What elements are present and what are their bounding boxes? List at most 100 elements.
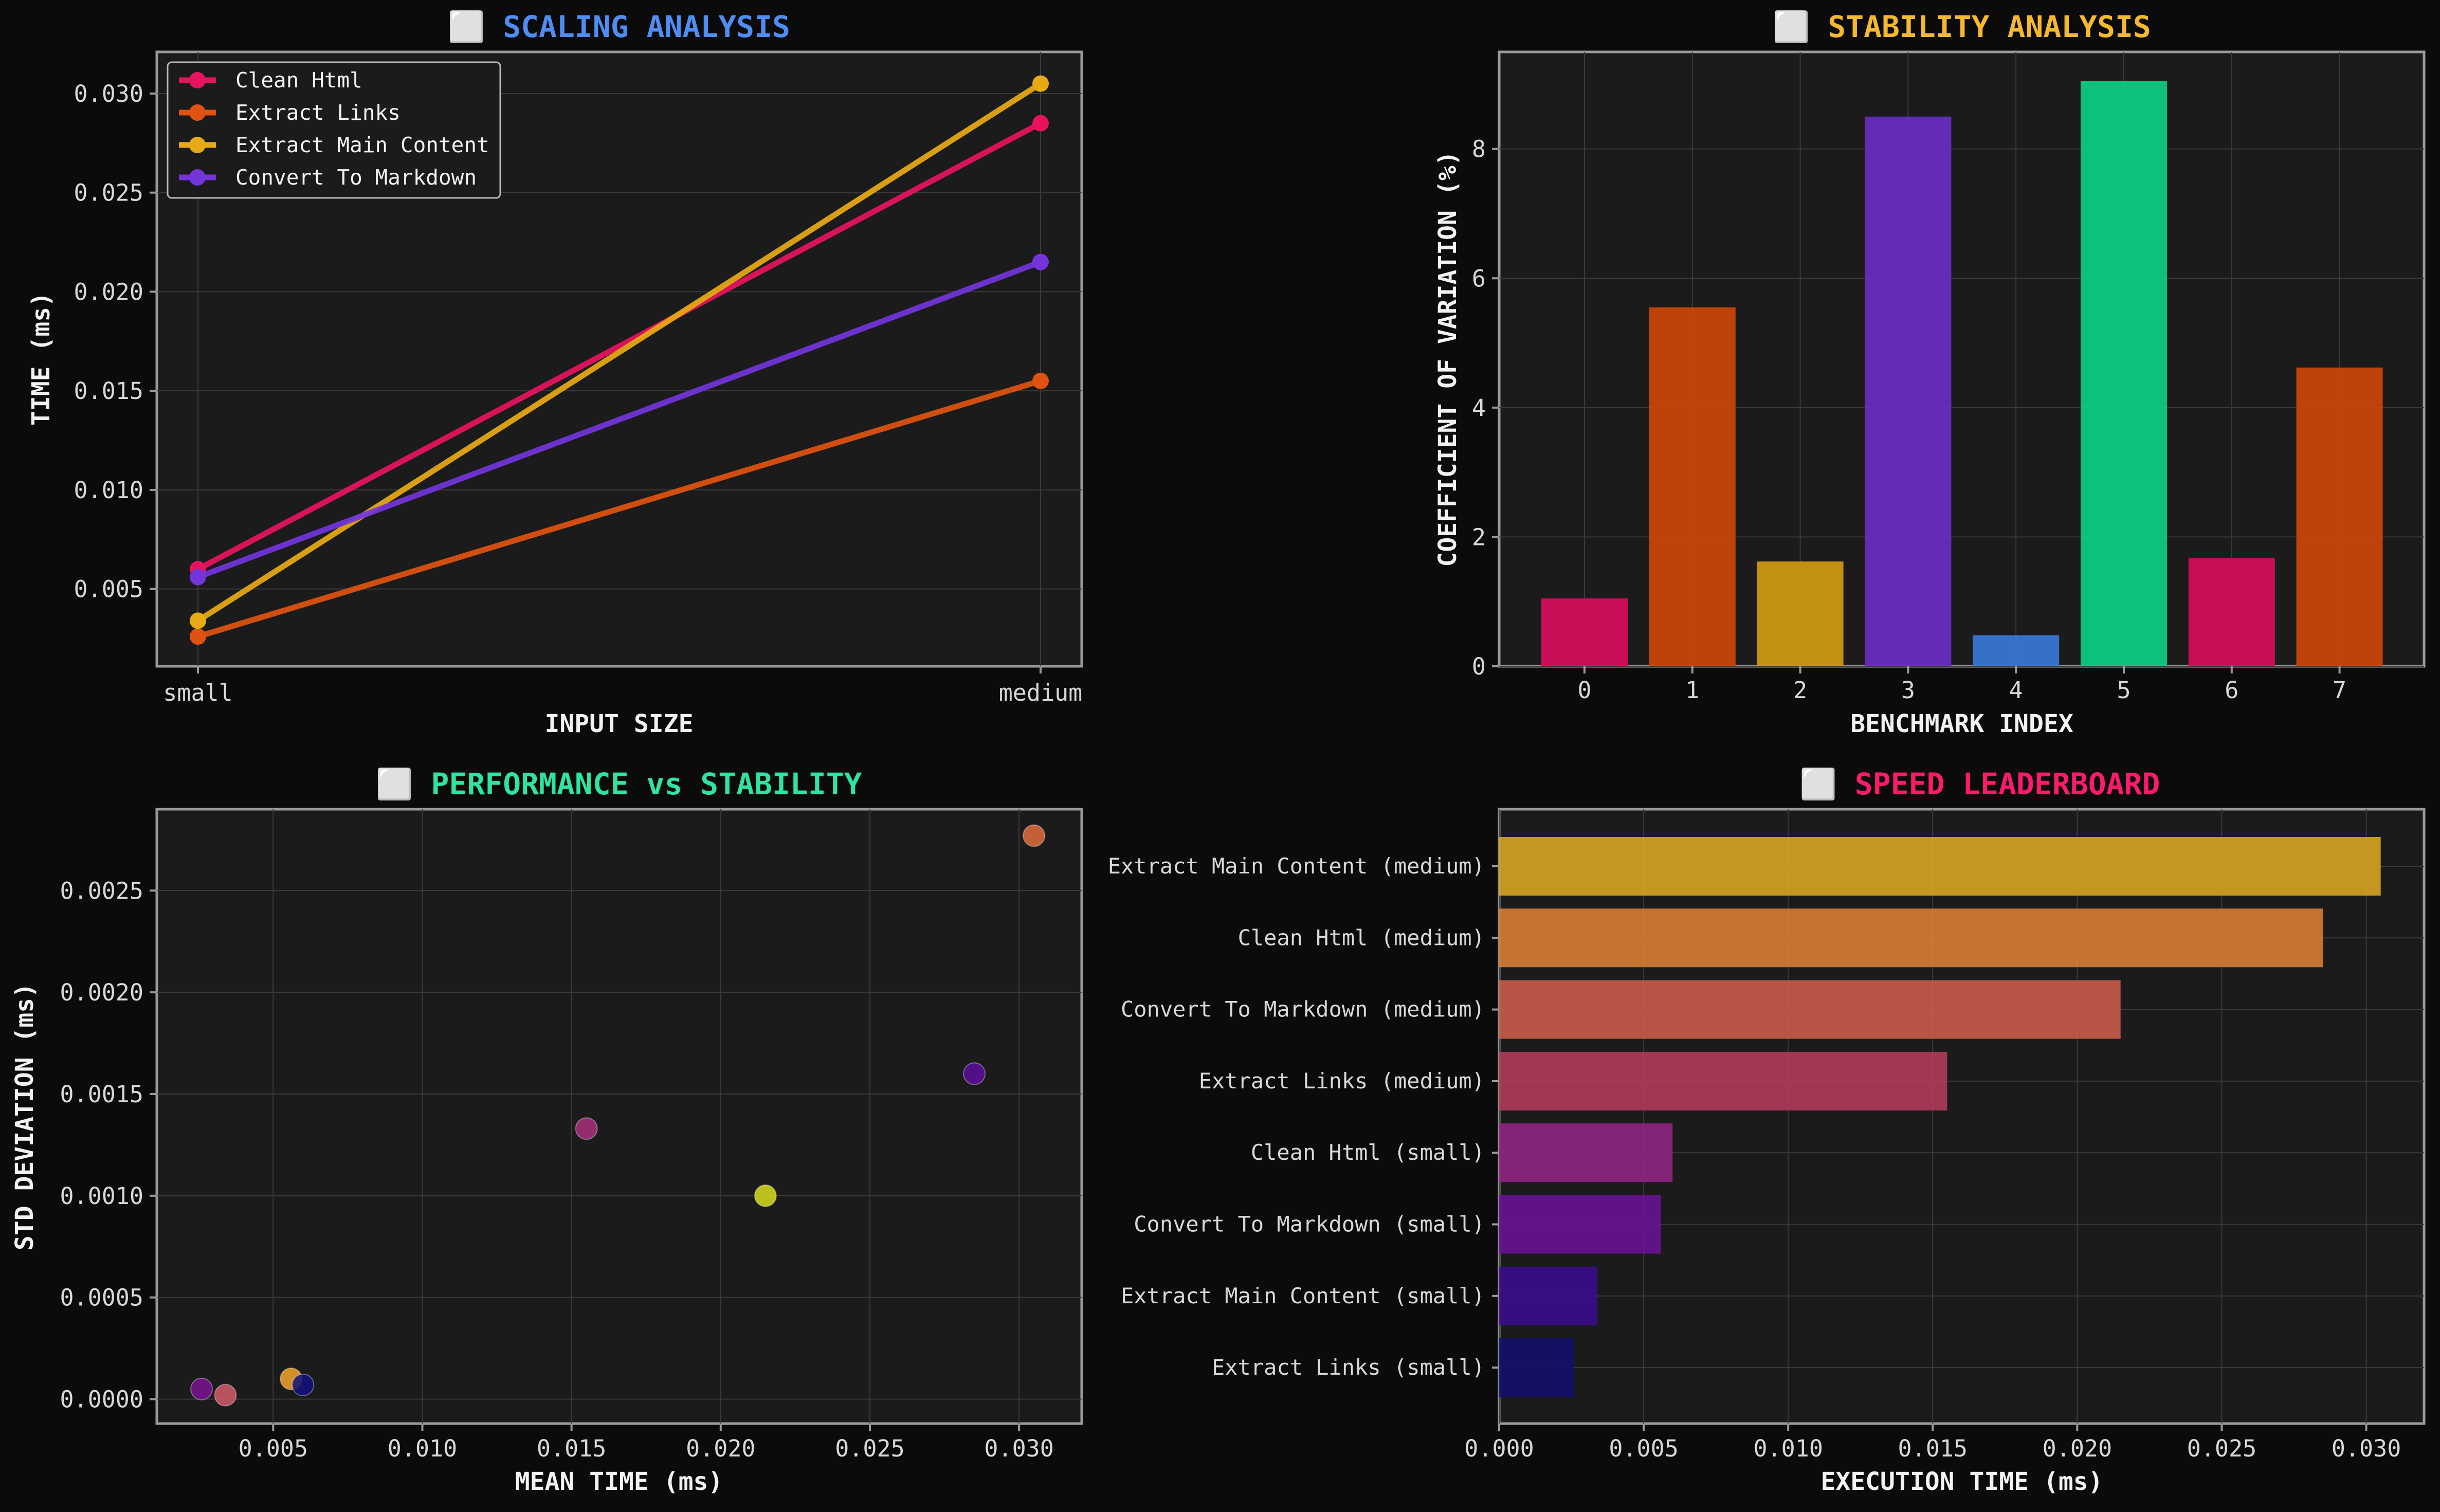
series-line [197,378,1042,640]
leaderboard-bar [1499,1123,1673,1182]
leaderboard-bar [1499,980,2121,1039]
leaderboard-plot-area [1498,808,2426,1425]
leaderboard-label: Extract Main Content (medium) [1108,853,1485,879]
data-point [1032,75,1049,92]
performance-vs-stability-panel: ⬜ PERFORMANCE vs STABILITY 0.0000 0.0005 0… [10,767,1083,1496]
scaling-analysis-title: ⬜ SCALING ANALYSIS [448,9,790,44]
x-tick-label: small [163,679,232,706]
scatter-point [292,1373,315,1396]
x-tick-label: 0.030 [2332,1435,2401,1462]
y-tick-label: 0.0010 [60,1182,143,1210]
leaderboard-label: Extract Links (small) [1212,1355,1485,1380]
performance-y-axis-label: STD DEVIATION (ms) [10,983,39,1250]
scatter-point [214,1383,237,1407]
bar [1541,598,1628,666]
performance-plot-area [155,808,1083,1425]
bar [2296,367,2383,666]
x-tick-label: 0 [1577,677,1591,704]
speed-leaderboard-title: ⬜ SPEED LEADERBOARD [1800,767,2160,801]
y-tick-label: 0.0020 [60,979,143,1006]
leaderboard-label: Extract Links (medium) [1199,1068,1485,1094]
x-tick-label: 6 [2225,677,2238,704]
x-tick-label: 4 [2009,677,2023,704]
leaderboard-bar [1499,1195,1661,1254]
scatter-point [963,1062,986,1085]
x-tick-label: 7 [2333,677,2346,704]
bar [1649,307,1736,666]
legend-swatch-marker [189,169,206,186]
x-tick-label: medium [999,679,1083,706]
scatter-point [1023,824,1046,847]
x-tick-label: 0.015 [537,1435,606,1462]
x-tick-label: 0.015 [1898,1435,1968,1462]
scatter-point [190,1377,213,1400]
y-tick-label: 0.0015 [60,1081,143,1108]
data-point [190,569,206,586]
scaling-analysis-panel: ⬜ SCALING ANALYSIS 0.005 0.010 0.015 0.020 0… [27,9,1083,738]
scaling-x-axis-label: INPUT SIZE [545,709,694,738]
leaderboard-bar [1499,1051,1947,1110]
bar [1757,561,1844,666]
y-tick-label: 0.030 [74,80,143,107]
bar [1973,635,2060,666]
data-point [1032,115,1049,132]
bar [1865,116,1952,667]
y-tick-label: 8 [1472,136,1486,163]
leaderboard-bar [1499,908,2323,968]
x-tick-label: 0.025 [2187,1435,2256,1462]
x-tick-label: 0.005 [239,1435,308,1462]
leaderboard-label: Extract Main Content (small) [1121,1283,1485,1308]
legend-swatch-marker [189,72,206,88]
data-point [1032,253,1049,270]
scaling-y-axis-label: TIME (ms) [27,292,56,426]
x-tick-label: 1 [1685,677,1699,704]
legend-entry: Clean Html [235,68,362,93]
scaling-legend: Clean Html Extract Links Extract Main Cont… [167,61,501,199]
data-point [190,628,206,645]
stability-y-axis-label: COEFFICIENT OF VARIATION (%) [1433,151,1462,567]
stability-analysis-panel: ⬜ STABILITY ANALYSIS 0 2 4 6 8 0 1 2 3 4 5 6 7 BENC… [1433,9,2426,738]
legend-entry: Convert To Markdown [235,165,477,190]
x-tick-label: 0.020 [686,1435,755,1462]
performance-vs-stability-title: ⬜ PERFORMANCE vs STABILITY [376,767,862,801]
y-tick-label: 6 [1472,265,1486,292]
x-tick-label: 0.025 [835,1435,904,1462]
bar [2188,558,2275,666]
y-tick-label: 0.0005 [60,1284,143,1311]
x-tick-label: 3 [1901,677,1915,704]
y-tick-label: 0.025 [74,179,143,207]
series-line [196,120,1042,572]
legend-swatch-marker [189,137,206,153]
y-tick-label: 2 [1472,523,1486,551]
stability-plot-area [1498,50,2426,668]
scatter-point [754,1184,777,1207]
leaderboard-bar [1499,1338,1575,1397]
leaderboard-bar [1499,1266,1598,1325]
leaderboard-label: Convert To Markdown (small) [1134,1212,1485,1237]
x-tick-label: 2 [1793,677,1807,704]
x-tick-label: 0.020 [2043,1435,2112,1462]
leaderboard-label: Clean Html (small) [1251,1140,1485,1165]
y-tick-label: 4 [1472,394,1486,422]
leaderboard-label: Convert To Markdown (medium) [1121,997,1485,1022]
y-tick-label: 0.020 [74,278,143,305]
y-tick-label: 0.005 [74,576,143,603]
y-tick-label: 0.010 [74,477,143,504]
y-tick-label: 0.0000 [60,1386,143,1413]
data-point [1032,372,1049,389]
leaderboard-x-axis-label: EXECUTION TIME (ms) [1820,1467,2103,1496]
leaderboard-label: Clean Html (medium) [1238,925,1485,950]
legend-box [167,61,501,199]
x-tick-label: 0.005 [1609,1435,1678,1462]
x-tick-label: 0.010 [1753,1435,1823,1462]
x-tick-label: 0.030 [984,1435,1053,1462]
legend-entry: Extract Links [235,100,400,125]
stability-analysis-title: ⬜ STABILITY ANALYSIS [1773,9,2151,44]
y-tick-label: 0.0025 [60,877,143,904]
scatter-point [575,1117,598,1140]
series-line [197,259,1042,580]
y-tick-label: 0.015 [74,377,143,405]
bar [2081,81,2167,667]
